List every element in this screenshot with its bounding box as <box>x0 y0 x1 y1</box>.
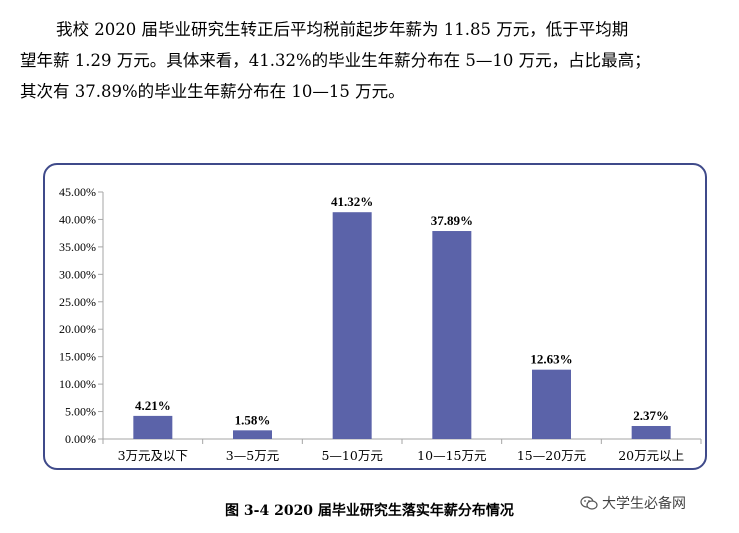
watermark-text: 大学生必备网 <box>602 496 686 512</box>
y-tick-label: 35.00% <box>59 240 96 254</box>
y-tick-label: 45.00% <box>59 185 96 199</box>
x-tick-label: 10—15万元 <box>417 448 486 463</box>
figure-caption: 图 3-4 2020 届毕业研究生落实年薪分布情况 <box>225 503 514 519</box>
x-tick-label: 20万元以上 <box>618 448 684 463</box>
chart-frame: 0.00% 5.00% 10.00% 15.00% 20.00% 25.00% 30.00%… <box>43 163 707 470</box>
data-label: 37.89% <box>431 213 473 228</box>
bar <box>332 212 372 439</box>
x-tick-label: 5—10万元 <box>321 448 382 463</box>
bar <box>133 415 173 439</box>
paragraph-line-2: 望年薪 1.29 万元。具体来看，41.32%的毕业生年薪分布在 5—10 万元… <box>20 51 651 70</box>
y-tick-label: 40.00% <box>59 212 96 226</box>
wechat-icon <box>580 496 598 510</box>
paragraph-line-1: 我校 2020 届毕业研究生转正后平均税前起步年薪为 11.85 万元，低于平均… <box>56 20 629 39</box>
summary-paragraph: 我校 2020 届毕业研究生转正后平均税前起步年薪为 11.85 万元，低于平均… <box>20 14 720 107</box>
bar <box>233 430 272 439</box>
y-tick-label: 5.00% <box>65 405 96 419</box>
y-tick-label: 30.00% <box>59 267 96 281</box>
y-tick-label: 10.00% <box>59 377 96 391</box>
y-tick-label: 15.00% <box>59 350 96 364</box>
y-tick-label: 20.00% <box>59 322 96 336</box>
bar <box>432 231 472 439</box>
salary-bar-chart: 0.00% 5.00% 10.00% 15.00% 20.00% 25.00% 30.00%… <box>59 185 702 463</box>
x-tick-label: 3—5万元 <box>226 448 279 463</box>
y-tick-label: 0.00% <box>65 432 96 446</box>
bar <box>631 425 671 439</box>
data-label: 41.32% <box>331 194 373 209</box>
x-tick-label: 15—20万元 <box>517 448 586 463</box>
watermark: 大学生必备网 <box>580 493 686 513</box>
data-label: 4.21% <box>135 398 171 413</box>
data-label: 1.58% <box>235 412 271 427</box>
data-label: 2.37% <box>633 408 669 423</box>
paragraph-line-3: 其次有 37.89%的毕业生年薪分布在 10—15 万元。 <box>20 82 405 101</box>
x-tick-label: 3万元及以下 <box>118 448 188 463</box>
y-tick-label: 25.00% <box>59 295 96 309</box>
bar <box>532 369 571 439</box>
data-label: 12.63% <box>530 352 572 367</box>
